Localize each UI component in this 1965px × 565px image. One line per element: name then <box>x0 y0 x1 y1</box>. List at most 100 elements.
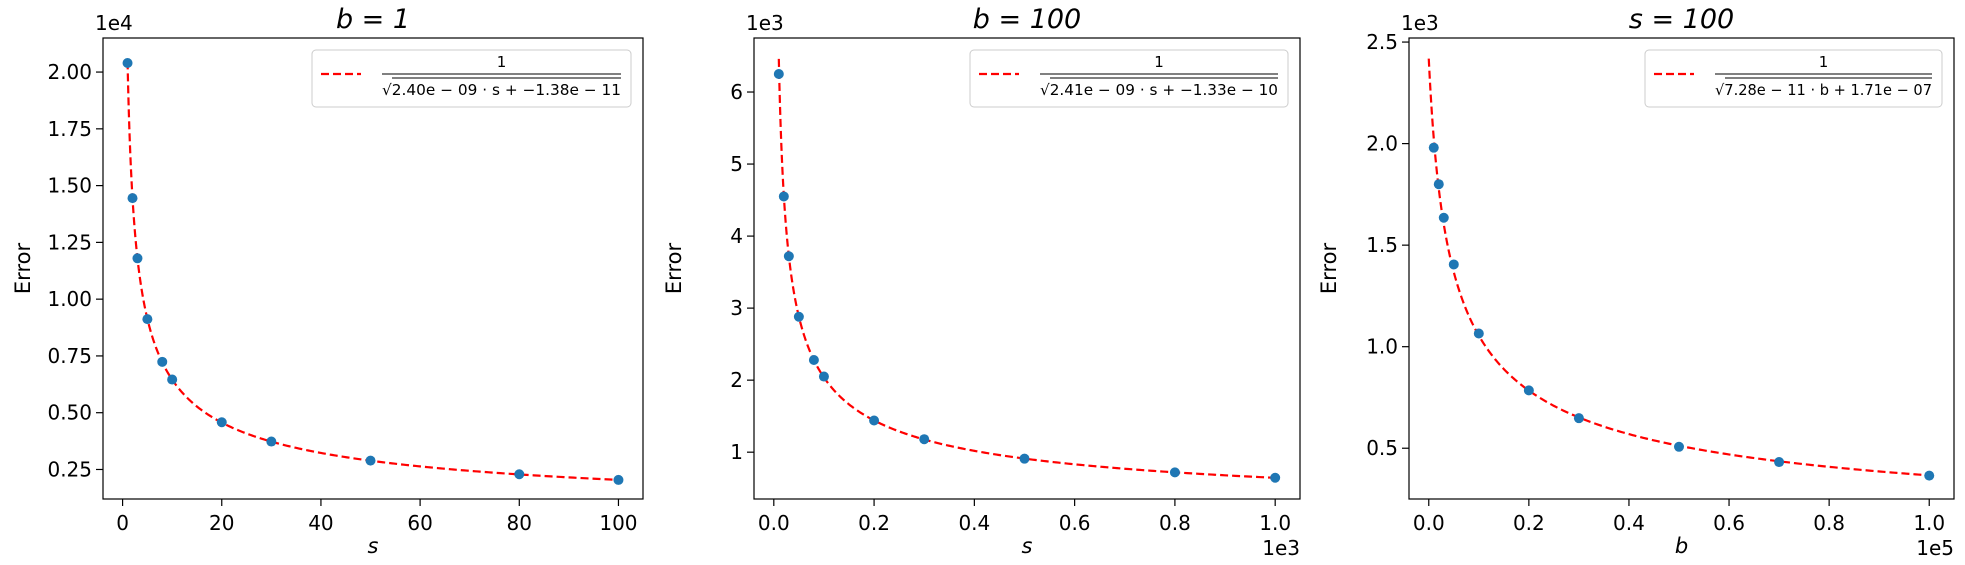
data-point <box>919 434 930 445</box>
y-tick-label: 4 <box>730 224 743 248</box>
x-multiplier: 1e3 <box>1262 536 1300 560</box>
x-tick-label: 0.2 <box>858 511 890 535</box>
y-multiplier: 1e4 <box>95 11 133 35</box>
data-point <box>778 191 789 202</box>
x-tick-label: 60 <box>407 511 432 535</box>
fit-curve <box>126 61 619 481</box>
x-axis-label: s <box>368 534 379 558</box>
x-tick-label: 0.4 <box>1613 511 1645 535</box>
y-tick-label: 0.5 <box>1366 436 1398 460</box>
x-tick-label: 80 <box>507 511 532 535</box>
x-tick-label: 1.0 <box>1259 511 1291 535</box>
legend-denominator: √7.28e − 11 · b + 1.71e − 07 <box>1715 81 1932 99</box>
data-point <box>808 354 819 365</box>
x-tick-label: 0.8 <box>1813 511 1845 535</box>
subplot-title: b = 1 <box>336 4 410 35</box>
data-point <box>157 356 168 367</box>
y-tick-label: 1.50 <box>47 174 92 198</box>
data-point <box>1428 142 1439 153</box>
y-tick-label: 2.00 <box>47 60 92 84</box>
y-tick-label: 1 <box>730 440 743 464</box>
data-point <box>167 374 178 385</box>
plot-frame <box>102 37 644 500</box>
x-tick-label: 0 <box>116 511 129 535</box>
legend: 1 √2.40e − 09 · s + −1.38e − 11 <box>311 49 632 108</box>
data-point <box>1433 179 1444 190</box>
x-tick-label: 0.0 <box>758 511 790 535</box>
y-tick-label: 3 <box>730 296 743 320</box>
data-point <box>1523 385 1534 396</box>
legend: 1 √2.41e − 09 · s + −1.33e − 10 <box>969 49 1289 108</box>
x-axis-label: b <box>1675 534 1688 558</box>
x-tick-label: 0.6 <box>1059 511 1091 535</box>
y-tick-label: 2.0 <box>1366 132 1398 156</box>
data-point <box>613 474 624 485</box>
legend-denominator: √2.41e − 09 · s + −1.33e − 10 <box>1040 81 1278 99</box>
x-tick-label: 40 <box>308 511 333 535</box>
data-point <box>266 436 277 447</box>
data-point <box>1270 472 1281 483</box>
y-tick-label: 6 <box>730 80 743 104</box>
x-axis-label: s <box>1022 534 1033 558</box>
y-multiplier: 1e3 <box>1401 11 1439 35</box>
data-point <box>1774 457 1785 468</box>
x-multiplier: 1e5 <box>1916 536 1954 560</box>
legend-denominator: √2.40e − 09 · s + −1.38e − 11 <box>382 81 621 99</box>
y-axis-label: Error <box>662 243 686 295</box>
data-point <box>1019 453 1030 464</box>
x-tick-label: 20 <box>209 511 234 535</box>
fit-curve <box>1427 58 1930 477</box>
x-tick-label: 100 <box>599 511 637 535</box>
data-point <box>818 371 829 382</box>
data-point <box>773 69 784 80</box>
x-tick-label: 1.0 <box>1913 511 1945 535</box>
subplot-3: s = 100 0.0 0.2 0.4 0.6 0.8 1.0 0.5 1.0 1.5 2.0 2.5… <box>1317 4 1955 560</box>
x-tick-label: 0.4 <box>958 511 990 535</box>
data-point <box>127 193 138 204</box>
y-axis-label: Error <box>11 243 35 295</box>
y-tick-label: 2.5 <box>1366 30 1398 54</box>
y-tick-label: 1.00 <box>47 287 92 311</box>
data-point <box>869 415 880 426</box>
y-tick-label: 0.75 <box>47 344 92 368</box>
x-tick-label: 0.8 <box>1159 511 1191 535</box>
x-tick-label: 0.2 <box>1513 511 1545 535</box>
legend: 1 √7.28e − 11 · b + 1.71e − 07 <box>1644 49 1943 108</box>
data-point <box>216 417 227 428</box>
y-tick-label: 1.75 <box>47 117 92 141</box>
data-point <box>122 57 133 68</box>
data-point <box>1924 470 1935 481</box>
y-multiplier: 1e3 <box>746 11 784 35</box>
y-tick-label: 1.0 <box>1366 335 1398 359</box>
legend-numerator: 1 <box>497 53 507 71</box>
subplot-1: b = 1 0 20 40 60 80 100 0.25 0.50 0.75 1.00 1.25 1.5… <box>11 4 644 558</box>
plot-frame <box>1408 37 1955 500</box>
data-point <box>1473 328 1484 339</box>
legend-numerator: 1 <box>1154 53 1164 71</box>
fit-curve <box>777 58 1276 479</box>
x-tick-label: 0.0 <box>1413 511 1445 535</box>
data-point <box>1573 413 1584 424</box>
y-tick-label: 1.25 <box>47 230 92 254</box>
plot-frame <box>753 37 1301 500</box>
y-tick-label: 0.50 <box>47 401 92 425</box>
data-point <box>1673 441 1684 452</box>
data-point <box>1169 467 1180 478</box>
subplot-2: b = 100 0.0 0.2 0.4 0.6 0.8 1.0 1 2 3 4 5 6 1e3 1e3 s Er… <box>662 4 1301 560</box>
y-tick-label: 0.25 <box>47 457 92 481</box>
data-point <box>1448 259 1459 270</box>
data-point <box>365 455 376 466</box>
y-tick-label: 5 <box>730 152 743 176</box>
data-point <box>142 314 153 325</box>
subplot-title: s = 100 <box>1629 4 1734 35</box>
y-tick-label: 1.5 <box>1366 233 1398 257</box>
subplot-title: b = 100 <box>973 4 1081 35</box>
data-point <box>793 311 804 322</box>
data-point <box>132 253 143 264</box>
data-point <box>514 469 525 480</box>
y-axis-label: Error <box>1317 243 1341 295</box>
data-point <box>783 251 794 262</box>
data-point <box>1438 212 1449 223</box>
y-tick-label: 2 <box>730 368 743 392</box>
